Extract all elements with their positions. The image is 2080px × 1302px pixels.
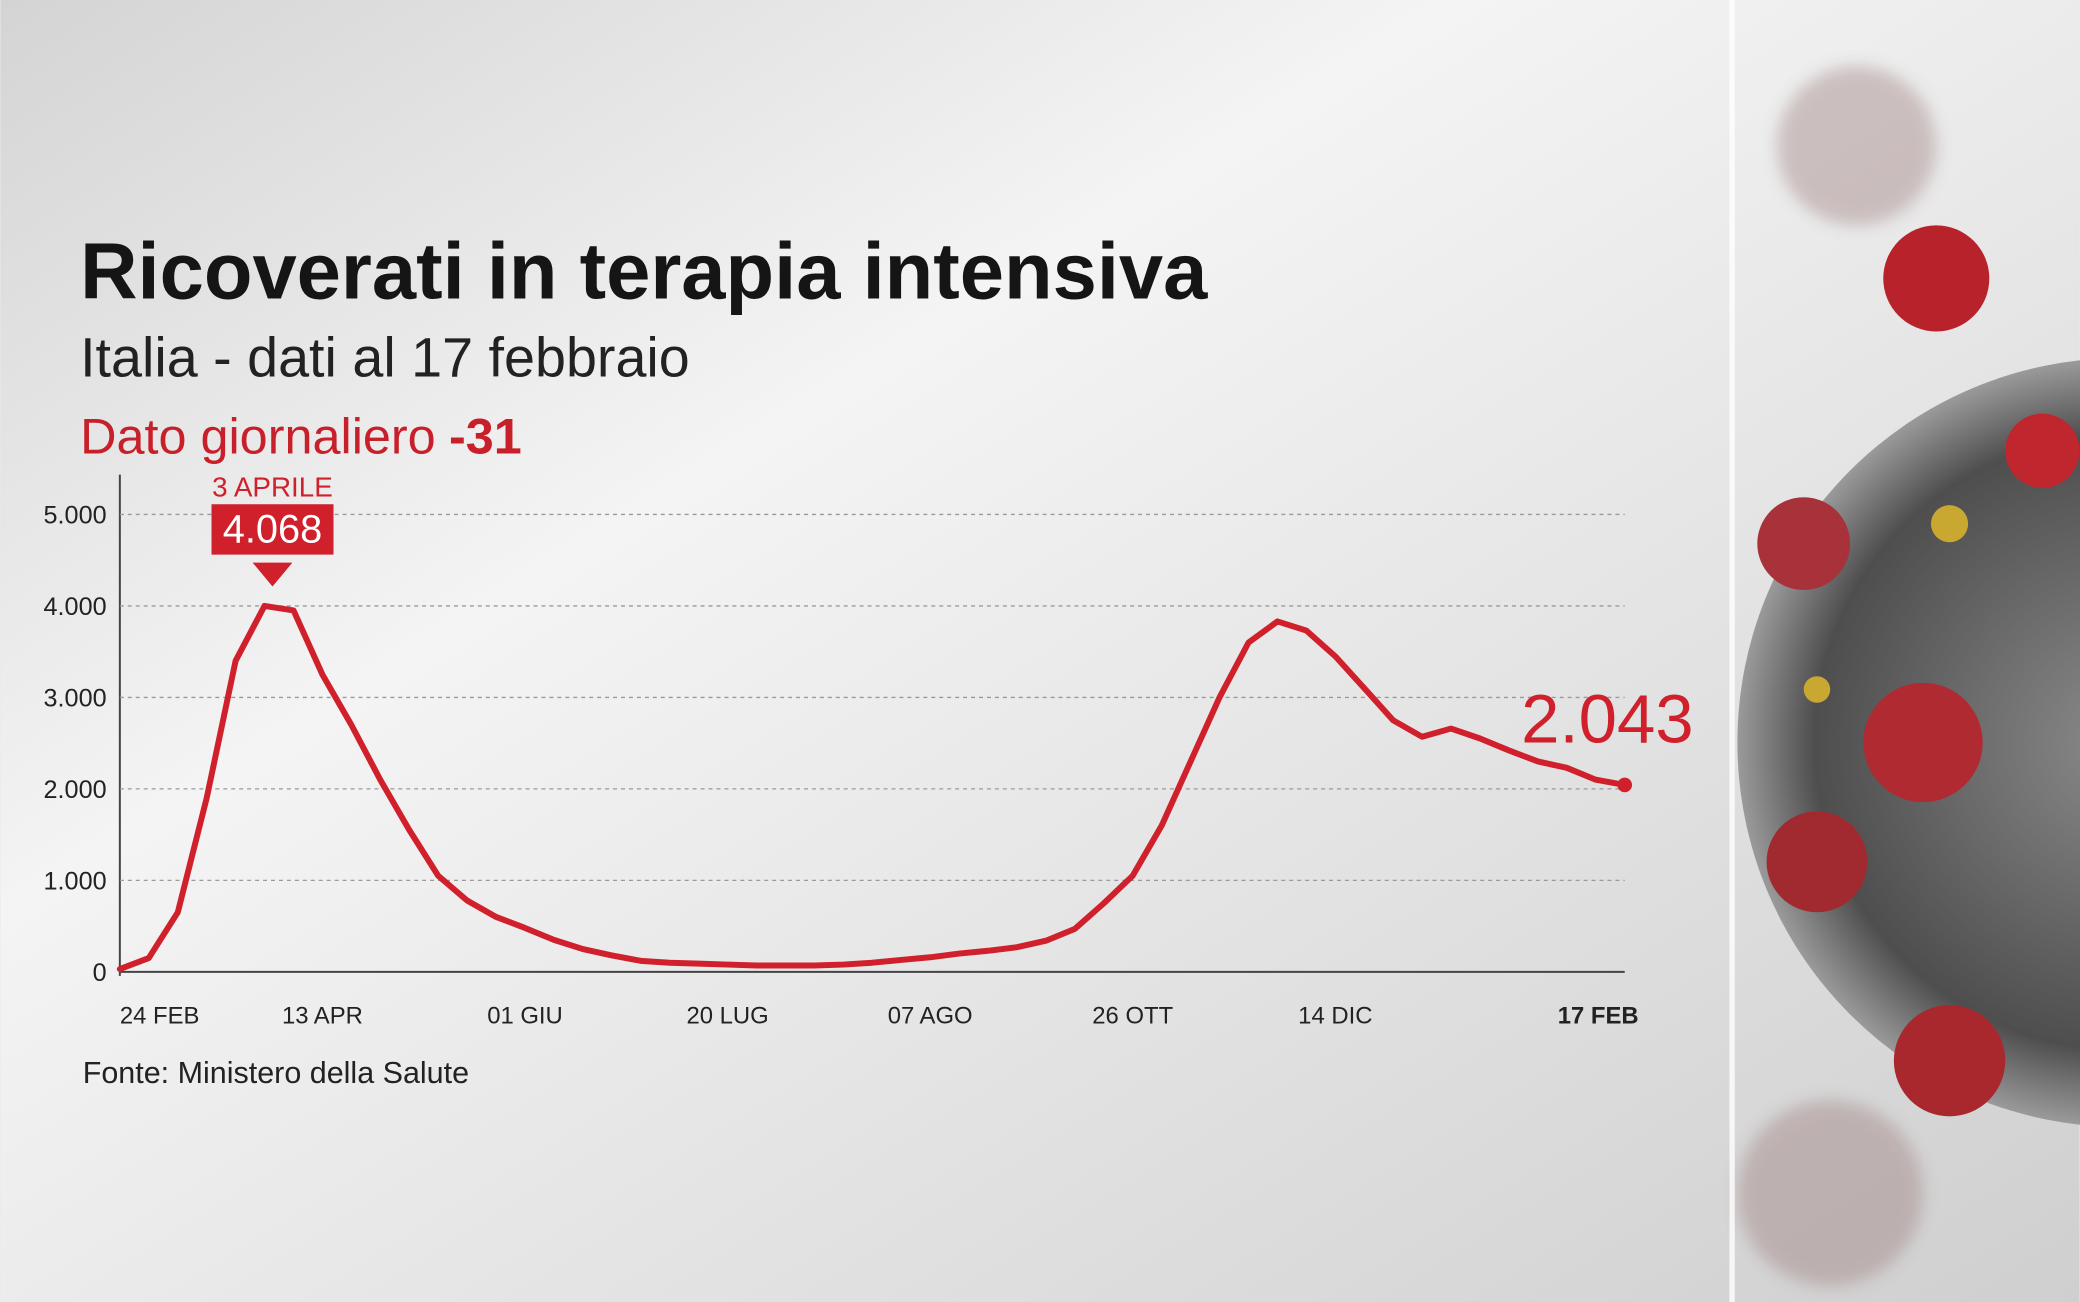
x-tick-label: 07 AGO [888, 1003, 973, 1030]
y-tick-label: 2.000 [44, 776, 107, 804]
x-tick-label: 24 FEB [120, 1003, 200, 1030]
x-tick-label: 26 OTT [1092, 1003, 1173, 1030]
annotation-pointer [252, 562, 293, 587]
virus-decoration [1737, 66, 2080, 1287]
data-line [116, 602, 1628, 973]
end-point [1617, 777, 1632, 793]
annotation-box [211, 504, 334, 555]
daily-value: -31 [449, 407, 522, 464]
annotation-date: 3 APRILE [212, 471, 333, 502]
y-tick-label: 4.000 [44, 593, 107, 621]
source: Fonte: Ministero della Salute [83, 1056, 469, 1090]
y-tick-label: 3.000 [44, 685, 107, 713]
chart-title: Ricoverati in terapia intensiva [80, 226, 1208, 315]
y-tick-label: 0 [93, 959, 107, 987]
y-tick-label: 1.000 [44, 868, 107, 896]
x-tick-label: 01 GIU [487, 1003, 563, 1030]
x-tick-label: 17 FEB [1558, 1003, 1639, 1030]
daily-change: Dato giornaliero -31 [80, 407, 522, 464]
value-label: 2.043 [1521, 681, 1694, 758]
x-tick-label: 14 DIC [1298, 1003, 1372, 1030]
x-tick-label: 20 LUG [686, 1003, 768, 1030]
x-tick-label: 13 APR [282, 1003, 363, 1030]
y-tick-label: 5.000 [44, 502, 107, 530]
annotation-value: 4.068 [223, 508, 323, 552]
daily-label: Dato giornaliero [80, 407, 436, 464]
chart-subtitle: Italia - dati al 17 febbraio [80, 327, 690, 389]
